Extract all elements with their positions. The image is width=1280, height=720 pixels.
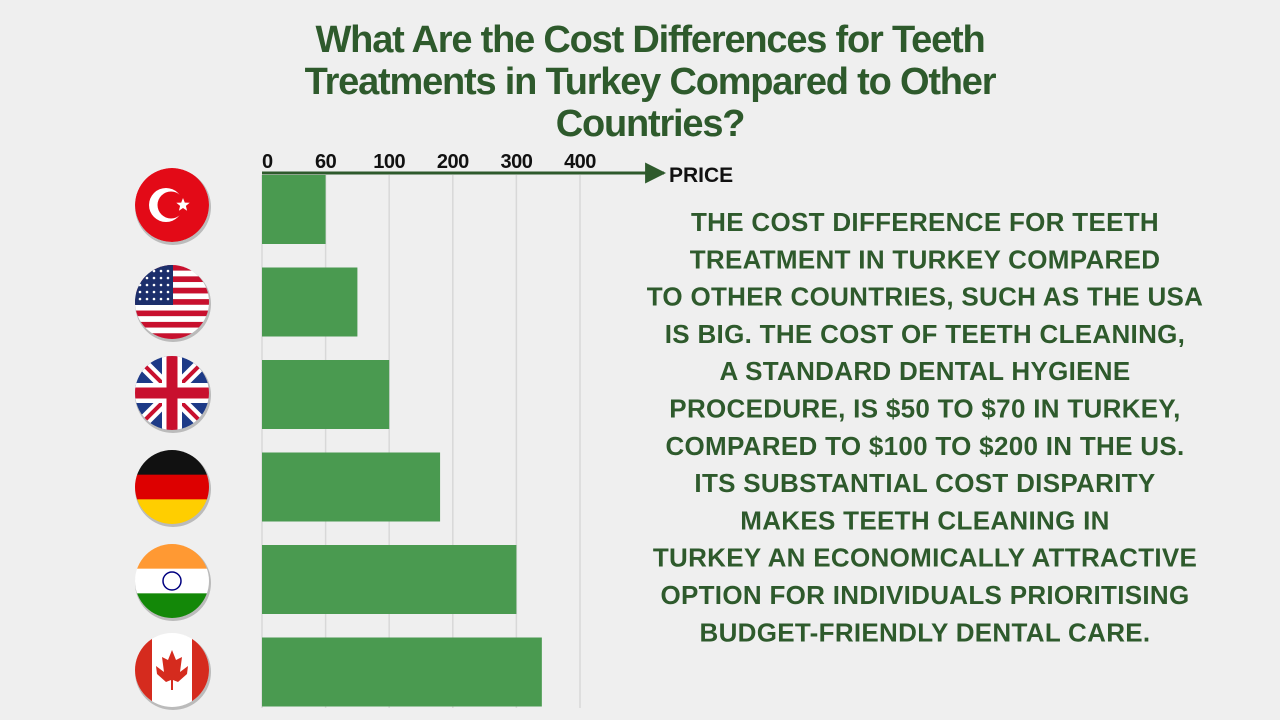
flag-star: [159, 297, 163, 301]
description-line: A STANDARD DENTAL HYGIENE: [720, 356, 1131, 386]
chart-title: Treatments in Turkey Compared to Other: [305, 61, 997, 103]
flag: [135, 633, 209, 707]
flag-star: [145, 276, 149, 280]
flag-star: [152, 283, 156, 287]
flag-star: [152, 290, 156, 294]
flag-leaf: [156, 650, 188, 690]
bar: [262, 452, 441, 522]
flag-star: [166, 297, 170, 301]
bar: [262, 637, 542, 707]
description-line: COMPARED TO $100 TO $200 IN THE US.: [665, 431, 1184, 461]
flag: [135, 544, 209, 618]
x-tick-label: 300: [500, 151, 532, 173]
flag-stripe: [135, 316, 209, 322]
flag-star: [166, 283, 170, 287]
flag-cross-red: [135, 356, 209, 430]
flag-stripe: [135, 310, 209, 317]
description-line: MAKES TEETH CLEANING IN: [740, 505, 1109, 535]
flag-star: [166, 290, 170, 294]
flag-star: [138, 297, 142, 301]
flag: [135, 265, 209, 339]
x-tick-label: 400: [564, 151, 596, 173]
flag: [135, 356, 209, 430]
flag: [135, 450, 209, 524]
flag-crescent-cut: [157, 191, 185, 219]
flag-star: [159, 290, 163, 294]
description-line: BUDGET-FRIENDLY DENTAL CARE.: [700, 617, 1151, 647]
flag-star: [159, 276, 163, 280]
x-tick-label: 60: [315, 151, 337, 173]
flag-stripe: [135, 304, 209, 311]
flag-wheel: [162, 571, 182, 591]
description-line: TO OTHER COUNTRIES, SUCH AS THE USA: [647, 282, 1204, 312]
description-line: ITS SUBSTANTIAL COST DISPARITY: [694, 468, 1155, 498]
flag-star: [145, 290, 149, 294]
description-line: IS BIG. THE COST OF TEETH CLEANING,: [665, 319, 1185, 349]
flag-star: [152, 297, 156, 301]
x-tick-label: 200: [437, 151, 469, 173]
flag-stripe: [135, 333, 209, 339]
description-line: OPTION FOR INDIVIDUALS PRIORITISING: [660, 580, 1189, 610]
flag-star: [166, 269, 170, 273]
flag-star: [152, 276, 156, 280]
flag-stripe: [135, 327, 209, 334]
description-line: TURKEY AN ECONOMICALLY ATTRACTIVE: [653, 543, 1197, 573]
x-axis-label: PRICE: [669, 164, 733, 187]
flag-star: [159, 283, 163, 287]
flag-star: [145, 283, 149, 287]
flag-star: [138, 290, 142, 294]
bar: [262, 360, 390, 429]
flag-star: [166, 276, 170, 280]
bar: [262, 545, 517, 614]
flag-star: [176, 198, 190, 211]
flag: [135, 168, 209, 242]
description-line: PROCEDURE, IS $50 TO $70 IN TURKEY,: [669, 394, 1180, 424]
flag-band: [135, 474, 209, 500]
flag-star: [145, 297, 149, 301]
flag-star: [152, 269, 156, 273]
bar: [262, 175, 326, 244]
bar: [262, 267, 358, 337]
x-tick-label: 100: [373, 151, 405, 173]
flag-stripe: [135, 321, 209, 328]
chart-title: Countries?: [556, 103, 745, 145]
description-line: THE COST DIFFERENCE FOR TEETH: [691, 207, 1159, 237]
flag-star: [159, 269, 163, 273]
chart-title: What Are the Cost Differences for Teeth: [316, 19, 985, 61]
x-tick-label: 0: [262, 151, 273, 173]
description-line: TREATMENT IN TURKEY COMPARED: [690, 244, 1161, 274]
